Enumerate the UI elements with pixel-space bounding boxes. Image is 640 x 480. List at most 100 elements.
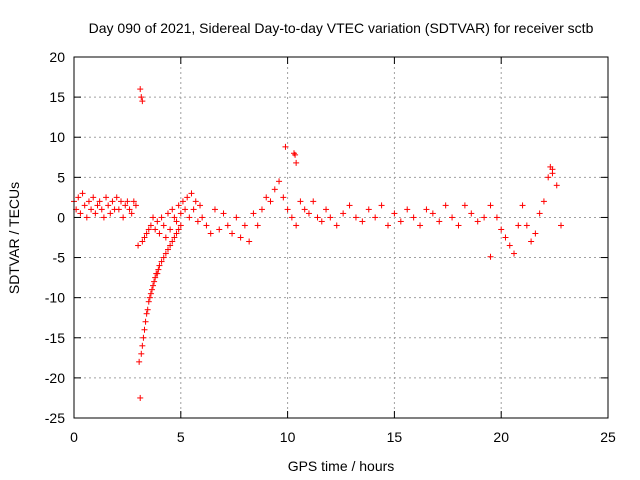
- data-point: [207, 230, 214, 237]
- data-point: [216, 226, 223, 233]
- y-tick-label: -5: [53, 250, 66, 266]
- data-point: [365, 206, 372, 213]
- data-point: [511, 250, 518, 257]
- axis-ticks: 0 5 10 15 20 25 -25 -20 -15 -10 -5 0 5 10 15 20: [45, 49, 616, 445]
- data-point: [532, 230, 539, 237]
- y-tick-label: -25: [45, 410, 65, 426]
- data-point: [158, 214, 165, 221]
- data-point: [271, 186, 278, 193]
- data-point: [417, 222, 424, 229]
- data-point: [120, 214, 127, 221]
- y-tick-label: 0: [57, 209, 65, 225]
- data-point: [79, 190, 86, 197]
- data-point: [502, 234, 509, 241]
- data-point: [293, 159, 300, 166]
- data-point: [126, 206, 133, 213]
- data-point: [147, 222, 154, 229]
- data-point: [423, 206, 430, 213]
- data-point: [103, 194, 110, 201]
- data-point: [139, 342, 146, 349]
- data-point: [137, 394, 144, 401]
- data-point: [169, 238, 176, 245]
- data-point: [75, 194, 82, 201]
- data-point: [297, 198, 304, 205]
- data-point: [128, 210, 135, 217]
- data-point: [487, 202, 494, 209]
- data-point: [83, 214, 90, 221]
- data-point: [449, 214, 456, 221]
- data-point: [139, 238, 146, 245]
- data-point: [254, 222, 261, 229]
- data-point: [258, 206, 265, 213]
- data-point: [199, 214, 206, 221]
- data-point: [115, 206, 122, 213]
- data-point: [203, 222, 210, 229]
- data-point: [314, 214, 321, 221]
- data-point: [397, 218, 404, 225]
- x-tick-label: 20: [493, 429, 509, 445]
- data-point: [145, 298, 152, 305]
- x-tick-label: 0: [70, 429, 78, 445]
- data-point: [90, 194, 97, 201]
- data-point: [436, 218, 443, 225]
- data-point: [461, 202, 468, 209]
- chart-title: Day 090 of 2021, Sidereal Day-to-day VTE…: [89, 20, 594, 36]
- data-point: [233, 214, 240, 221]
- data-point: [391, 210, 398, 217]
- y-tick-label: 20: [49, 49, 65, 65]
- y-tick-label: -10: [45, 290, 65, 306]
- plot-frame: [73, 56, 609, 419]
- data-point: [77, 210, 84, 217]
- data-point: [160, 222, 167, 229]
- data-point: [177, 210, 184, 217]
- data-point: [523, 222, 530, 229]
- data-point: [327, 214, 334, 221]
- data-point: [138, 350, 145, 357]
- data-point: [107, 210, 114, 217]
- data-point: [135, 242, 142, 249]
- data-point: [152, 274, 159, 281]
- data-point: [558, 222, 565, 229]
- data-point: [284, 206, 291, 213]
- data-point: [267, 198, 274, 205]
- data-point: [506, 242, 513, 249]
- data-point: [553, 182, 560, 189]
- data-point: [455, 222, 462, 229]
- data-point: [481, 214, 488, 221]
- data-point: [162, 250, 169, 257]
- data-point: [85, 198, 92, 205]
- data-point: [318, 218, 325, 225]
- data-point: [220, 210, 227, 217]
- data-point: [493, 214, 500, 221]
- y-tick-label: 15: [49, 89, 65, 105]
- x-tick-label: 10: [280, 429, 296, 445]
- data-point: [98, 206, 105, 213]
- data-point: [197, 202, 204, 209]
- x-tick-label: 5: [177, 429, 185, 445]
- data-point: [167, 242, 174, 249]
- data-point: [194, 218, 201, 225]
- data-point: [280, 194, 287, 201]
- data-point: [263, 194, 270, 201]
- data-point: [410, 214, 417, 221]
- data-point: [276, 178, 283, 185]
- data-point: [359, 218, 366, 225]
- data-point: [144, 306, 151, 313]
- data-point: [346, 202, 353, 209]
- data-point: [474, 218, 481, 225]
- data-point: [92, 210, 99, 217]
- data-point: [100, 214, 107, 221]
- data-point: [305, 210, 312, 217]
- data-point: [378, 202, 385, 209]
- data-point: [224, 222, 231, 229]
- y-tick-label: -15: [45, 330, 65, 346]
- data-point: [229, 230, 236, 237]
- data-point: [182, 206, 189, 213]
- y-tick-label: 5: [57, 169, 65, 185]
- data-point: [192, 198, 199, 205]
- data-point: [136, 358, 143, 365]
- data-point: [169, 206, 176, 213]
- data-point: [155, 266, 162, 273]
- data-point: [142, 318, 149, 325]
